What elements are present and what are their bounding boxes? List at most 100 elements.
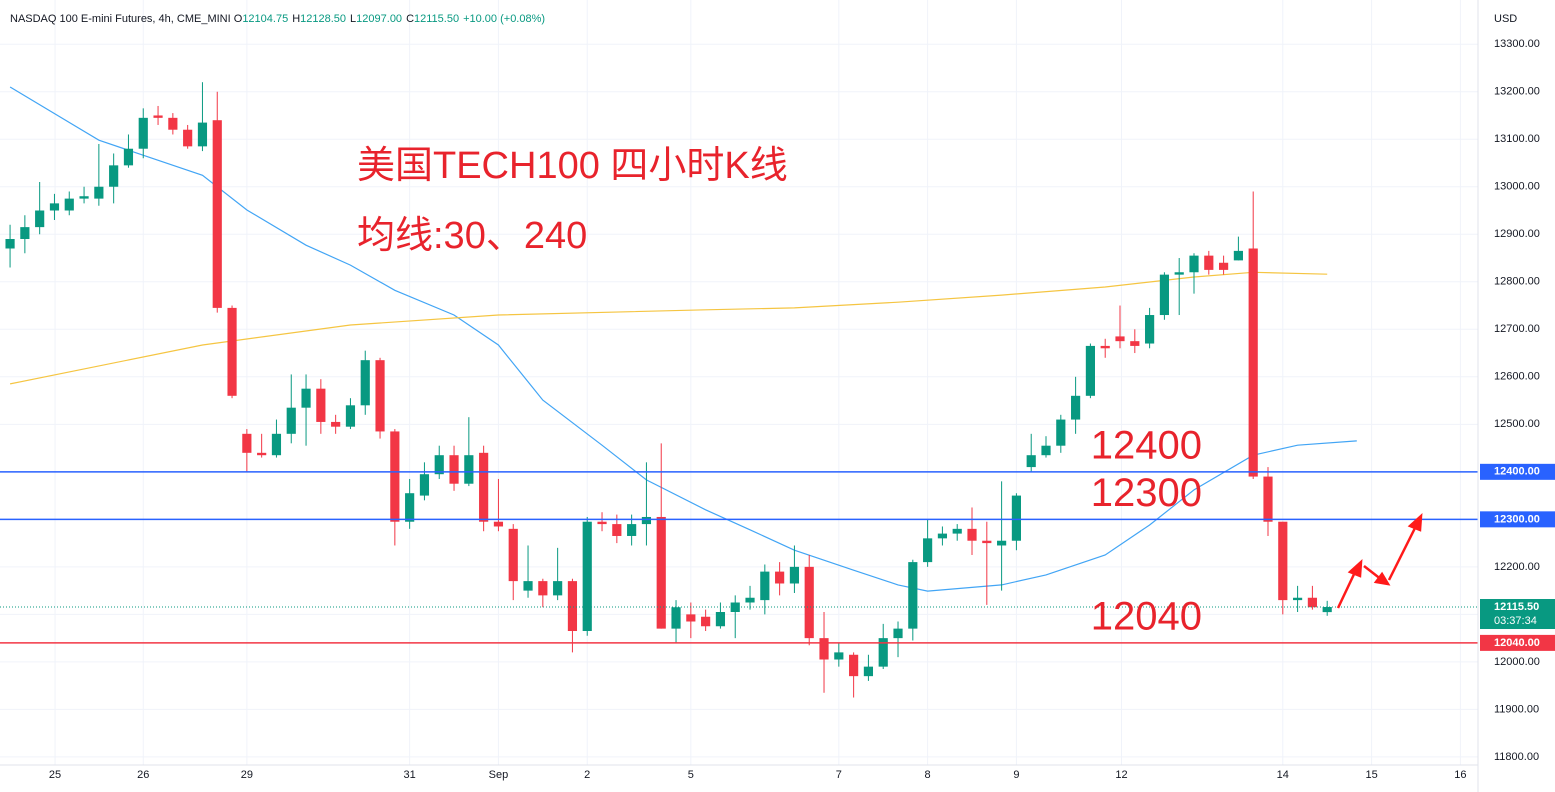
level-label-box <box>1480 511 1555 528</box>
candle-body <box>286 407 296 434</box>
candle-body <box>701 616 711 627</box>
candle-body <box>168 117 178 130</box>
change: +10.00 (+0.08%) <box>463 13 546 25</box>
candle-body <box>1115 336 1125 342</box>
arrows <box>1336 512 1423 609</box>
candle-body <box>671 607 681 629</box>
x-tick-label: 31 <box>404 769 416 781</box>
x-tick-label: 16 <box>1454 769 1466 781</box>
candle-body <box>331 421 341 427</box>
candle-body <box>316 388 326 422</box>
candle-body <box>94 186 104 199</box>
symbol: NASDAQ 100 E-mini Futures, 4h, CME_MINI <box>10 13 231 25</box>
candle-body <box>1204 255 1214 270</box>
candle-body <box>493 521 504 527</box>
quote-value: 12097.00 <box>356 13 403 25</box>
y-tick-label: 12500.00 <box>1494 418 1540 430</box>
candle-body <box>1307 597 1317 608</box>
candle-body <box>35 210 45 228</box>
candle-body <box>49 203 60 211</box>
candle-body <box>789 566 800 584</box>
candle-body <box>345 405 356 427</box>
candle-body <box>183 129 193 147</box>
y-tick-label: 12700.00 <box>1494 323 1540 335</box>
candle-body <box>819 638 829 660</box>
candle-body <box>20 227 30 240</box>
candle-body <box>641 516 652 525</box>
candle-body <box>257 452 267 456</box>
candle-body <box>271 433 282 456</box>
candle-body <box>538 581 548 596</box>
candle-body <box>1174 272 1184 275</box>
last-price-label: 12115.50 <box>1494 601 1539 613</box>
candle-body <box>967 528 977 541</box>
candle-body <box>849 654 859 677</box>
candle-body <box>878 638 888 667</box>
candle-body <box>1130 341 1140 346</box>
candle-body <box>138 117 148 149</box>
candle-body <box>804 566 814 639</box>
countdown: 03:37:34 <box>1494 615 1537 627</box>
candle-body <box>923 538 933 563</box>
candle-body <box>612 524 622 536</box>
x-tick-label: 14 <box>1277 769 1289 781</box>
x-tick-label: 25 <box>49 769 61 781</box>
candle-body <box>834 652 844 660</box>
candle-body <box>627 524 637 536</box>
candle-body <box>197 122 208 147</box>
candle-body <box>908 562 918 629</box>
y-tick-label: 12000.00 <box>1494 656 1540 668</box>
quote-value: 12128.50 <box>300 13 347 25</box>
candle-body <box>937 533 948 539</box>
candle-body <box>1322 607 1332 613</box>
candle-body <box>1233 250 1243 261</box>
candle-body <box>1263 476 1273 522</box>
candle-body <box>153 115 163 118</box>
x-tick-label: 9 <box>1013 769 1019 781</box>
quote-value: 12104.75 <box>242 13 289 25</box>
candle-body <box>479 452 489 522</box>
plot <box>0 82 1478 698</box>
candle-body <box>405 493 415 522</box>
x-tick-label: 7 <box>836 769 842 781</box>
y-tick-label: 13300.00 <box>1494 38 1540 50</box>
quote-key: O <box>233 13 243 25</box>
quote-key: C <box>406 13 415 25</box>
candle-body <box>1085 345 1095 396</box>
candle-body <box>1071 395 1081 420</box>
x-tick-label: 29 <box>241 769 253 781</box>
candle-body <box>1248 248 1258 477</box>
candle-body <box>1159 274 1169 316</box>
candle-body <box>5 239 15 249</box>
candle-body <box>567 581 578 632</box>
candle-body <box>863 666 874 677</box>
candle-body <box>553 581 563 596</box>
candle-body <box>997 540 1007 546</box>
candle-body <box>1041 445 1051 456</box>
candle-body <box>390 431 400 522</box>
y-tick-label: 13200.00 <box>1494 86 1540 98</box>
candle-body <box>1011 495 1021 541</box>
y-tick-label: 13100.00 <box>1494 133 1540 145</box>
candle-body <box>1056 419 1066 446</box>
candle-body <box>360 360 370 406</box>
y-tick-label: 12800.00 <box>1494 276 1540 288</box>
candle-body <box>715 612 726 627</box>
header: NASDAQ 100 E-mini Futures, 4h, CME_MINI … <box>10 13 549 25</box>
candle-body <box>449 455 459 484</box>
candle-body <box>212 120 222 308</box>
level-annotation: 12040 <box>1091 594 1202 638</box>
candle-body <box>123 148 134 166</box>
candle-body <box>301 388 311 408</box>
candle-body <box>79 196 89 199</box>
quote: O12104.75 H12128.50 L12097.00 C12115.50 <box>234 13 463 25</box>
candle-body <box>508 528 518 582</box>
currency: USD <box>1494 13 1517 25</box>
candle-body <box>1278 521 1288 601</box>
x-tick-label: 26 <box>137 769 149 781</box>
candle-body <box>523 581 533 591</box>
candle-body <box>982 540 992 544</box>
